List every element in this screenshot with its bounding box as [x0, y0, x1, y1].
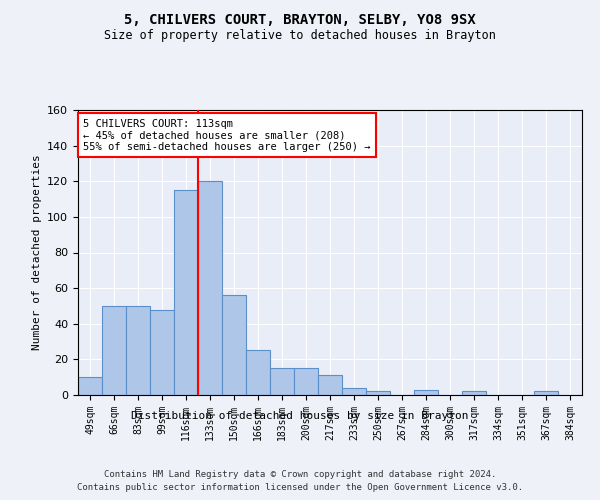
Text: Distribution of detached houses by size in Brayton: Distribution of detached houses by size …: [131, 411, 469, 421]
Bar: [222, 295, 246, 395]
Bar: [318, 376, 342, 395]
Bar: [78, 377, 102, 395]
Bar: [150, 310, 174, 395]
Bar: [174, 190, 198, 395]
Bar: [366, 392, 390, 395]
Text: 5, CHILVERS COURT, BRAYTON, SELBY, YO8 9SX: 5, CHILVERS COURT, BRAYTON, SELBY, YO8 9…: [124, 12, 476, 26]
Text: Size of property relative to detached houses in Brayton: Size of property relative to detached ho…: [104, 29, 496, 42]
Bar: [342, 388, 366, 395]
Text: Contains public sector information licensed under the Open Government Licence v3: Contains public sector information licen…: [77, 482, 523, 492]
Text: Contains HM Land Registry data © Crown copyright and database right 2024.: Contains HM Land Registry data © Crown c…: [104, 470, 496, 479]
Bar: [294, 368, 318, 395]
Bar: [126, 306, 150, 395]
Bar: [246, 350, 270, 395]
Bar: [198, 181, 222, 395]
Y-axis label: Number of detached properties: Number of detached properties: [32, 154, 41, 350]
Text: 5 CHILVERS COURT: 113sqm
← 45% of detached houses are smaller (208)
55% of semi-: 5 CHILVERS COURT: 113sqm ← 45% of detach…: [83, 118, 371, 152]
Bar: [534, 392, 558, 395]
Bar: [270, 368, 294, 395]
Bar: [414, 390, 438, 395]
Bar: [102, 306, 126, 395]
Bar: [462, 392, 486, 395]
